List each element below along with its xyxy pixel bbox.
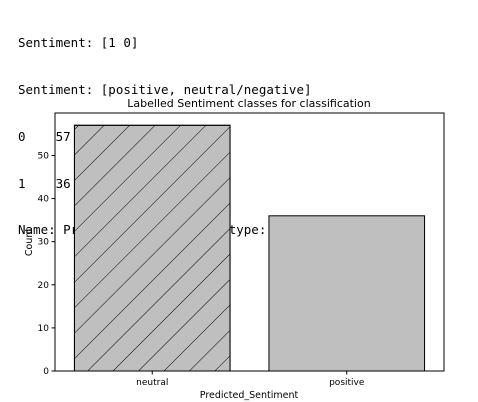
y-tick-label: 50 — [38, 151, 50, 161]
y-tick-label: 40 — [38, 195, 50, 205]
output-line: Sentiment: [positive, neutral/negative] — [18, 81, 312, 97]
y-tick-label: 0 — [43, 367, 49, 377]
output-line: 1 36 — [18, 175, 71, 191]
x-tick-label: neutral — [136, 378, 168, 388]
y-axis-label: Count — [24, 228, 35, 256]
bar-hatch-neutral — [73, 124, 231, 372]
y-tick-label: 10 — [38, 324, 50, 334]
y-tick-label: 30 — [38, 238, 50, 248]
bar-positive — [268, 215, 426, 372]
x-axis-label: Predicted_Sentiment — [200, 390, 299, 401]
chart-title: Labelled Sentiment classes for classific… — [127, 97, 370, 110]
output-line: Sentiment: [1 0] — [18, 35, 139, 51]
x-tick-label: positive — [329, 378, 365, 388]
y-tick-label: 20 — [38, 281, 50, 291]
output-line: 0 57 — [18, 128, 71, 144]
